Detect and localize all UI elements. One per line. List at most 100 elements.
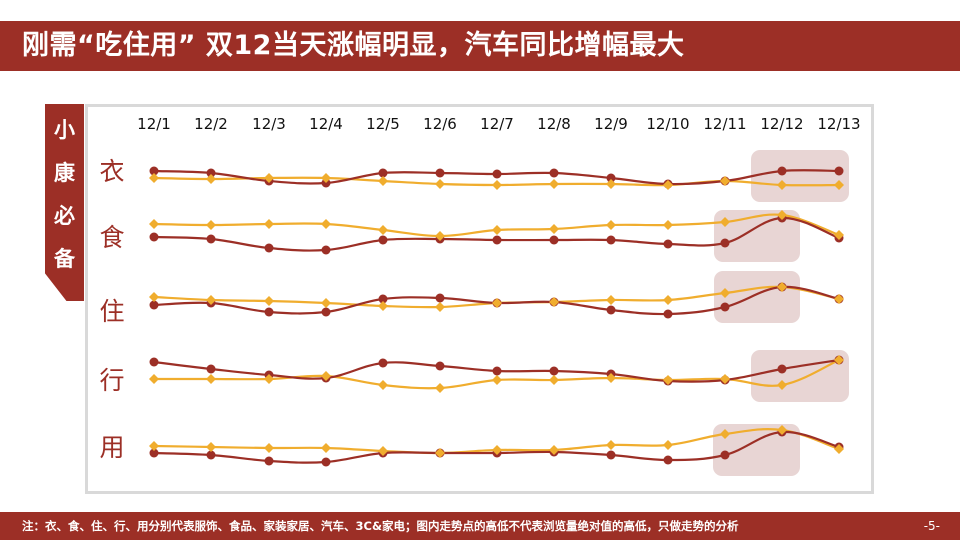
circle-marker	[206, 450, 216, 460]
circle-marker	[492, 235, 502, 245]
circle-marker	[149, 232, 159, 242]
diamond-marker	[264, 374, 274, 384]
diamond-marker	[549, 297, 559, 307]
diamond-marker	[206, 442, 216, 452]
diamond-marker	[492, 445, 502, 455]
diamond-marker	[834, 444, 844, 454]
date-label: 12/10	[646, 115, 690, 133]
side-tab-char: 小	[54, 118, 75, 142]
diamond-marker	[834, 294, 844, 304]
diamond-marker	[549, 375, 559, 385]
circle-marker	[549, 168, 559, 178]
date-label: 12/1	[137, 115, 171, 133]
circle-marker	[720, 302, 730, 312]
circle-marker	[435, 168, 445, 178]
diamond-marker	[777, 210, 787, 220]
diamond-marker	[321, 173, 331, 183]
diamond-marker	[378, 380, 388, 390]
row-label: 食	[99, 223, 125, 252]
diamond-marker	[206, 295, 216, 305]
page-number: -5-	[923, 519, 940, 533]
diamond-marker	[720, 429, 730, 439]
diamond-marker	[777, 425, 787, 435]
diamond-marker	[321, 298, 331, 308]
date-label: 12/8	[537, 115, 571, 133]
diamond-marker	[435, 448, 445, 458]
circle-marker	[149, 448, 159, 458]
diamond-marker	[149, 173, 159, 183]
diamond-marker	[834, 355, 844, 365]
circle-marker	[378, 294, 388, 304]
diamond-marker	[777, 282, 787, 292]
row-label: 用	[99, 433, 125, 462]
circle-marker	[264, 456, 274, 466]
diamond-marker	[321, 371, 331, 381]
footer-bar: 注：衣、食、住、行、用分别代表服饰、食品、家装家居、汽车、3C&家电；图内走势点…	[0, 512, 960, 540]
circle-marker	[549, 366, 559, 376]
row-label: 行	[99, 366, 125, 395]
circle-marker	[149, 300, 159, 310]
circle-marker	[492, 366, 502, 376]
diamond-marker	[606, 220, 616, 230]
circle-marker	[321, 245, 331, 255]
circle-marker	[663, 239, 673, 249]
date-label: 12/7	[480, 115, 514, 133]
diamond-marker	[206, 374, 216, 384]
circle-marker	[663, 309, 673, 319]
diamond-marker	[606, 373, 616, 383]
circle-marker	[149, 166, 159, 176]
diamond-marker	[549, 224, 559, 234]
highlight-box	[751, 350, 849, 402]
diamond-marker	[149, 441, 159, 451]
date-label: 12/9	[594, 115, 628, 133]
diamond-marker	[378, 301, 388, 311]
circle-marker	[378, 168, 388, 178]
circle-marker	[720, 450, 730, 460]
date-label: 12/5	[366, 115, 400, 133]
circle-marker	[206, 234, 216, 244]
circle-marker	[321, 307, 331, 317]
diamond-marker	[492, 375, 502, 385]
circle-marker	[606, 235, 616, 245]
circle-marker	[834, 166, 844, 176]
diamond-marker	[663, 440, 673, 450]
diamond-marker	[149, 292, 159, 302]
page-title: 刚需“吃住用” 双12当天涨幅明显，汽车同比增幅最大	[22, 30, 685, 61]
diamond-marker	[206, 174, 216, 184]
diamond-marker	[720, 176, 730, 186]
diamond-marker	[549, 179, 559, 189]
date-label: 12/4	[309, 115, 343, 133]
circle-marker	[777, 166, 787, 176]
date-label: 12/12	[760, 115, 804, 133]
footer-note: 注：衣、食、住、行、用分别代表服饰、食品、家装家居、汽车、3C&家电；图内走势点…	[22, 519, 739, 533]
diamond-marker	[777, 180, 787, 190]
diamond-marker	[149, 219, 159, 229]
circle-marker	[606, 305, 616, 315]
side-tab-xiaokang: 小 康 必 备	[45, 104, 84, 301]
diamond-marker	[321, 219, 331, 229]
highlight-box	[751, 150, 849, 202]
diamond-marker	[435, 302, 445, 312]
circle-marker	[378, 358, 388, 368]
diamond-marker	[720, 288, 730, 298]
side-tab-char: 备	[54, 247, 75, 271]
diamond-marker	[321, 443, 331, 453]
circle-marker	[435, 361, 445, 371]
row-label: 衣	[99, 157, 125, 186]
diamond-marker	[149, 374, 159, 384]
diamond-marker	[834, 230, 844, 240]
diamond-marker	[492, 180, 502, 190]
diamond-marker	[663, 375, 673, 385]
date-label: 12/2	[194, 115, 228, 133]
diamond-marker	[435, 231, 445, 241]
diamond-marker	[663, 295, 673, 305]
diamond-marker	[549, 445, 559, 455]
circle-marker	[378, 235, 388, 245]
circle-marker	[606, 450, 616, 460]
circle-marker	[264, 307, 274, 317]
diamond-marker	[606, 179, 616, 189]
diamond-marker	[264, 173, 274, 183]
diamond-marker	[206, 220, 216, 230]
circle-marker	[549, 235, 559, 245]
